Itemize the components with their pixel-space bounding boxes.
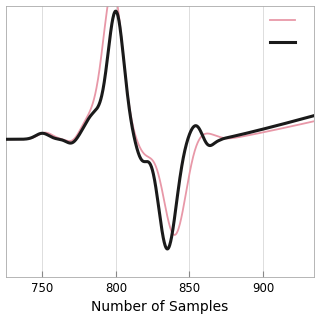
X-axis label: Number of Samples: Number of Samples [92,300,228,315]
Legend: , : , [268,12,308,52]
